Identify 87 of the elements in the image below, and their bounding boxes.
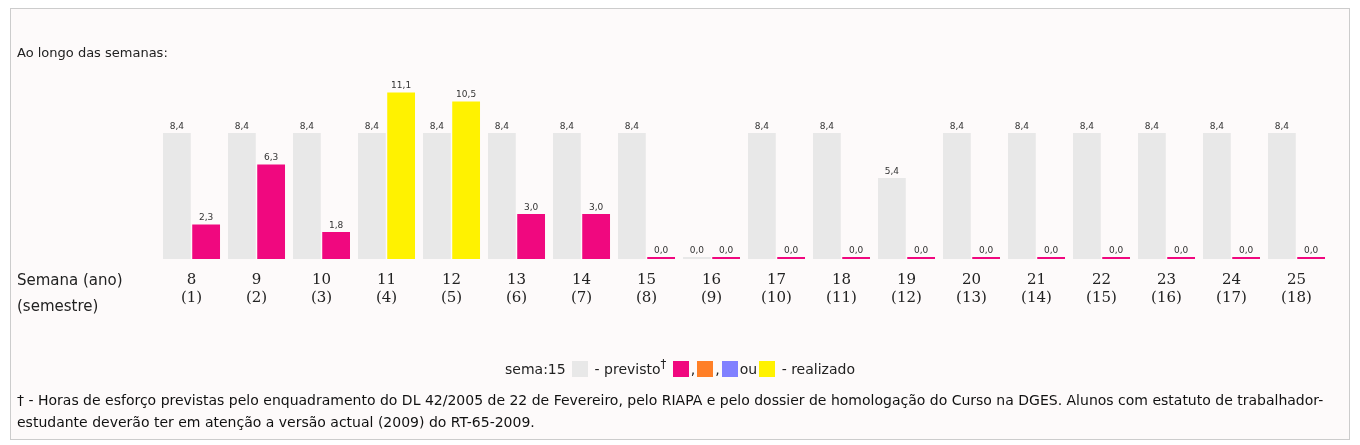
x-tick-label: 8 (1)	[180, 269, 203, 306]
data-label: 5,4	[884, 165, 900, 176]
data-label: 0,0	[653, 244, 669, 255]
data-label: 0,0	[783, 244, 799, 255]
legend-label: - previsto$^{†}$	[594, 357, 667, 377]
bar	[357, 133, 386, 259]
data-label: 0,0	[1303, 244, 1319, 255]
x-tick-label: 13 (6)	[505, 269, 528, 306]
data-label: 0,0	[1238, 244, 1254, 255]
data-label: 0,0	[1173, 244, 1189, 255]
data-label: 8,4	[1274, 120, 1290, 131]
bar	[1007, 133, 1036, 259]
data-label: 8,4	[624, 120, 640, 131]
data-label: 8,4	[299, 120, 315, 131]
bar	[452, 101, 481, 259]
x-tick-label: 20 (13)	[956, 269, 987, 306]
data-label: 8,4	[1014, 120, 1030, 131]
bar	[812, 133, 841, 259]
data-label: 1,8	[328, 219, 344, 230]
x-tick-label: 11 (4)	[375, 269, 398, 306]
bar	[387, 92, 416, 259]
bar	[1202, 133, 1231, 259]
x-tick-label: 15 (8)	[635, 269, 658, 306]
data-label: 8,4	[819, 120, 835, 131]
data-label: 2,3	[198, 212, 214, 223]
data-label: 11,1	[391, 80, 412, 91]
data-label: 6,3	[263, 152, 279, 163]
text: ,	[690, 360, 696, 377]
data-label: 8,4	[949, 120, 965, 131]
bar	[322, 232, 351, 259]
x-tick-label: 24 (17)	[1216, 269, 1247, 306]
bar	[257, 164, 286, 259]
bar	[1267, 133, 1296, 259]
text: † - Horas de esforço previstas pelo enquadramento do DL 42/2005 de 22 de Fevereiro, pelo RIAPA e pelo dossier de homologação do Curso na DGES. Alunos com estatuto de trabalhador-estudante deverão ter em atenção a versão actual (2009) do RT-65-2009.	[17, 391, 1325, 432]
data-label: 8,4	[494, 120, 510, 131]
data-label: 8,4	[364, 120, 380, 131]
data-label: 0,0	[848, 244, 864, 255]
data-label: 8,4	[754, 120, 770, 131]
x-tick-label: 19 (12)	[891, 269, 922, 306]
bar	[292, 133, 321, 259]
legend-label: - realizado	[781, 360, 855, 377]
data-label: 8,4	[1209, 120, 1225, 131]
data-label: 3,0	[588, 201, 604, 212]
data-label: 0,0	[689, 244, 705, 255]
bar	[1137, 133, 1166, 259]
data-label: 8,4	[234, 120, 250, 131]
text: sema:15	[505, 360, 566, 377]
data-label: 0,0	[1043, 244, 1059, 255]
bar	[747, 133, 776, 259]
x-axis-title: Semana (ano) (semestre)	[17, 270, 123, 317]
data-label: 8,4	[169, 120, 185, 131]
data-label: 0,0	[913, 244, 929, 255]
bar	[1072, 133, 1101, 259]
x-tick-label: 25 (18)	[1281, 269, 1312, 306]
bar	[162, 133, 191, 259]
bar	[552, 133, 581, 259]
chart-title: Ao longo das semanas:	[17, 45, 168, 60]
data-label: 0,0	[718, 244, 734, 255]
bar	[877, 178, 906, 259]
x-tick-label: 23 (16)	[1151, 269, 1182, 306]
x-tick-label: 14 (7)	[570, 269, 593, 306]
x-tick-label: 10 (3)	[310, 269, 333, 306]
x-tick-label: 12 (5)	[440, 269, 463, 306]
data-label: 0,0	[1108, 244, 1124, 255]
data-label: 8,4	[1079, 120, 1095, 131]
bar	[942, 133, 971, 259]
text: ou	[739, 360, 758, 377]
bar	[617, 133, 646, 259]
x-tick-label: 16 (9)	[700, 269, 723, 306]
bar	[192, 224, 221, 259]
x-tick-label: 9 (2)	[245, 269, 268, 306]
x-tick-label: 17 (10)	[761, 269, 792, 306]
data-label: 8,4	[1144, 120, 1160, 131]
x-tick-label: 22 (15)	[1086, 269, 1117, 306]
data-label: 3,0	[523, 201, 539, 212]
x-tick-label: 18 (11)	[826, 269, 857, 306]
data-label: 0,0	[978, 244, 994, 255]
bar	[487, 133, 516, 259]
data-label: 8,4	[559, 120, 575, 131]
data-label: 8,4	[429, 120, 445, 131]
text: ,	[715, 360, 720, 377]
bar	[422, 133, 451, 259]
bar	[517, 214, 546, 259]
bar	[582, 214, 611, 259]
data-label: 10,5	[456, 89, 477, 100]
bar	[227, 133, 256, 259]
x-tick-label: 21 (14)	[1021, 269, 1052, 306]
